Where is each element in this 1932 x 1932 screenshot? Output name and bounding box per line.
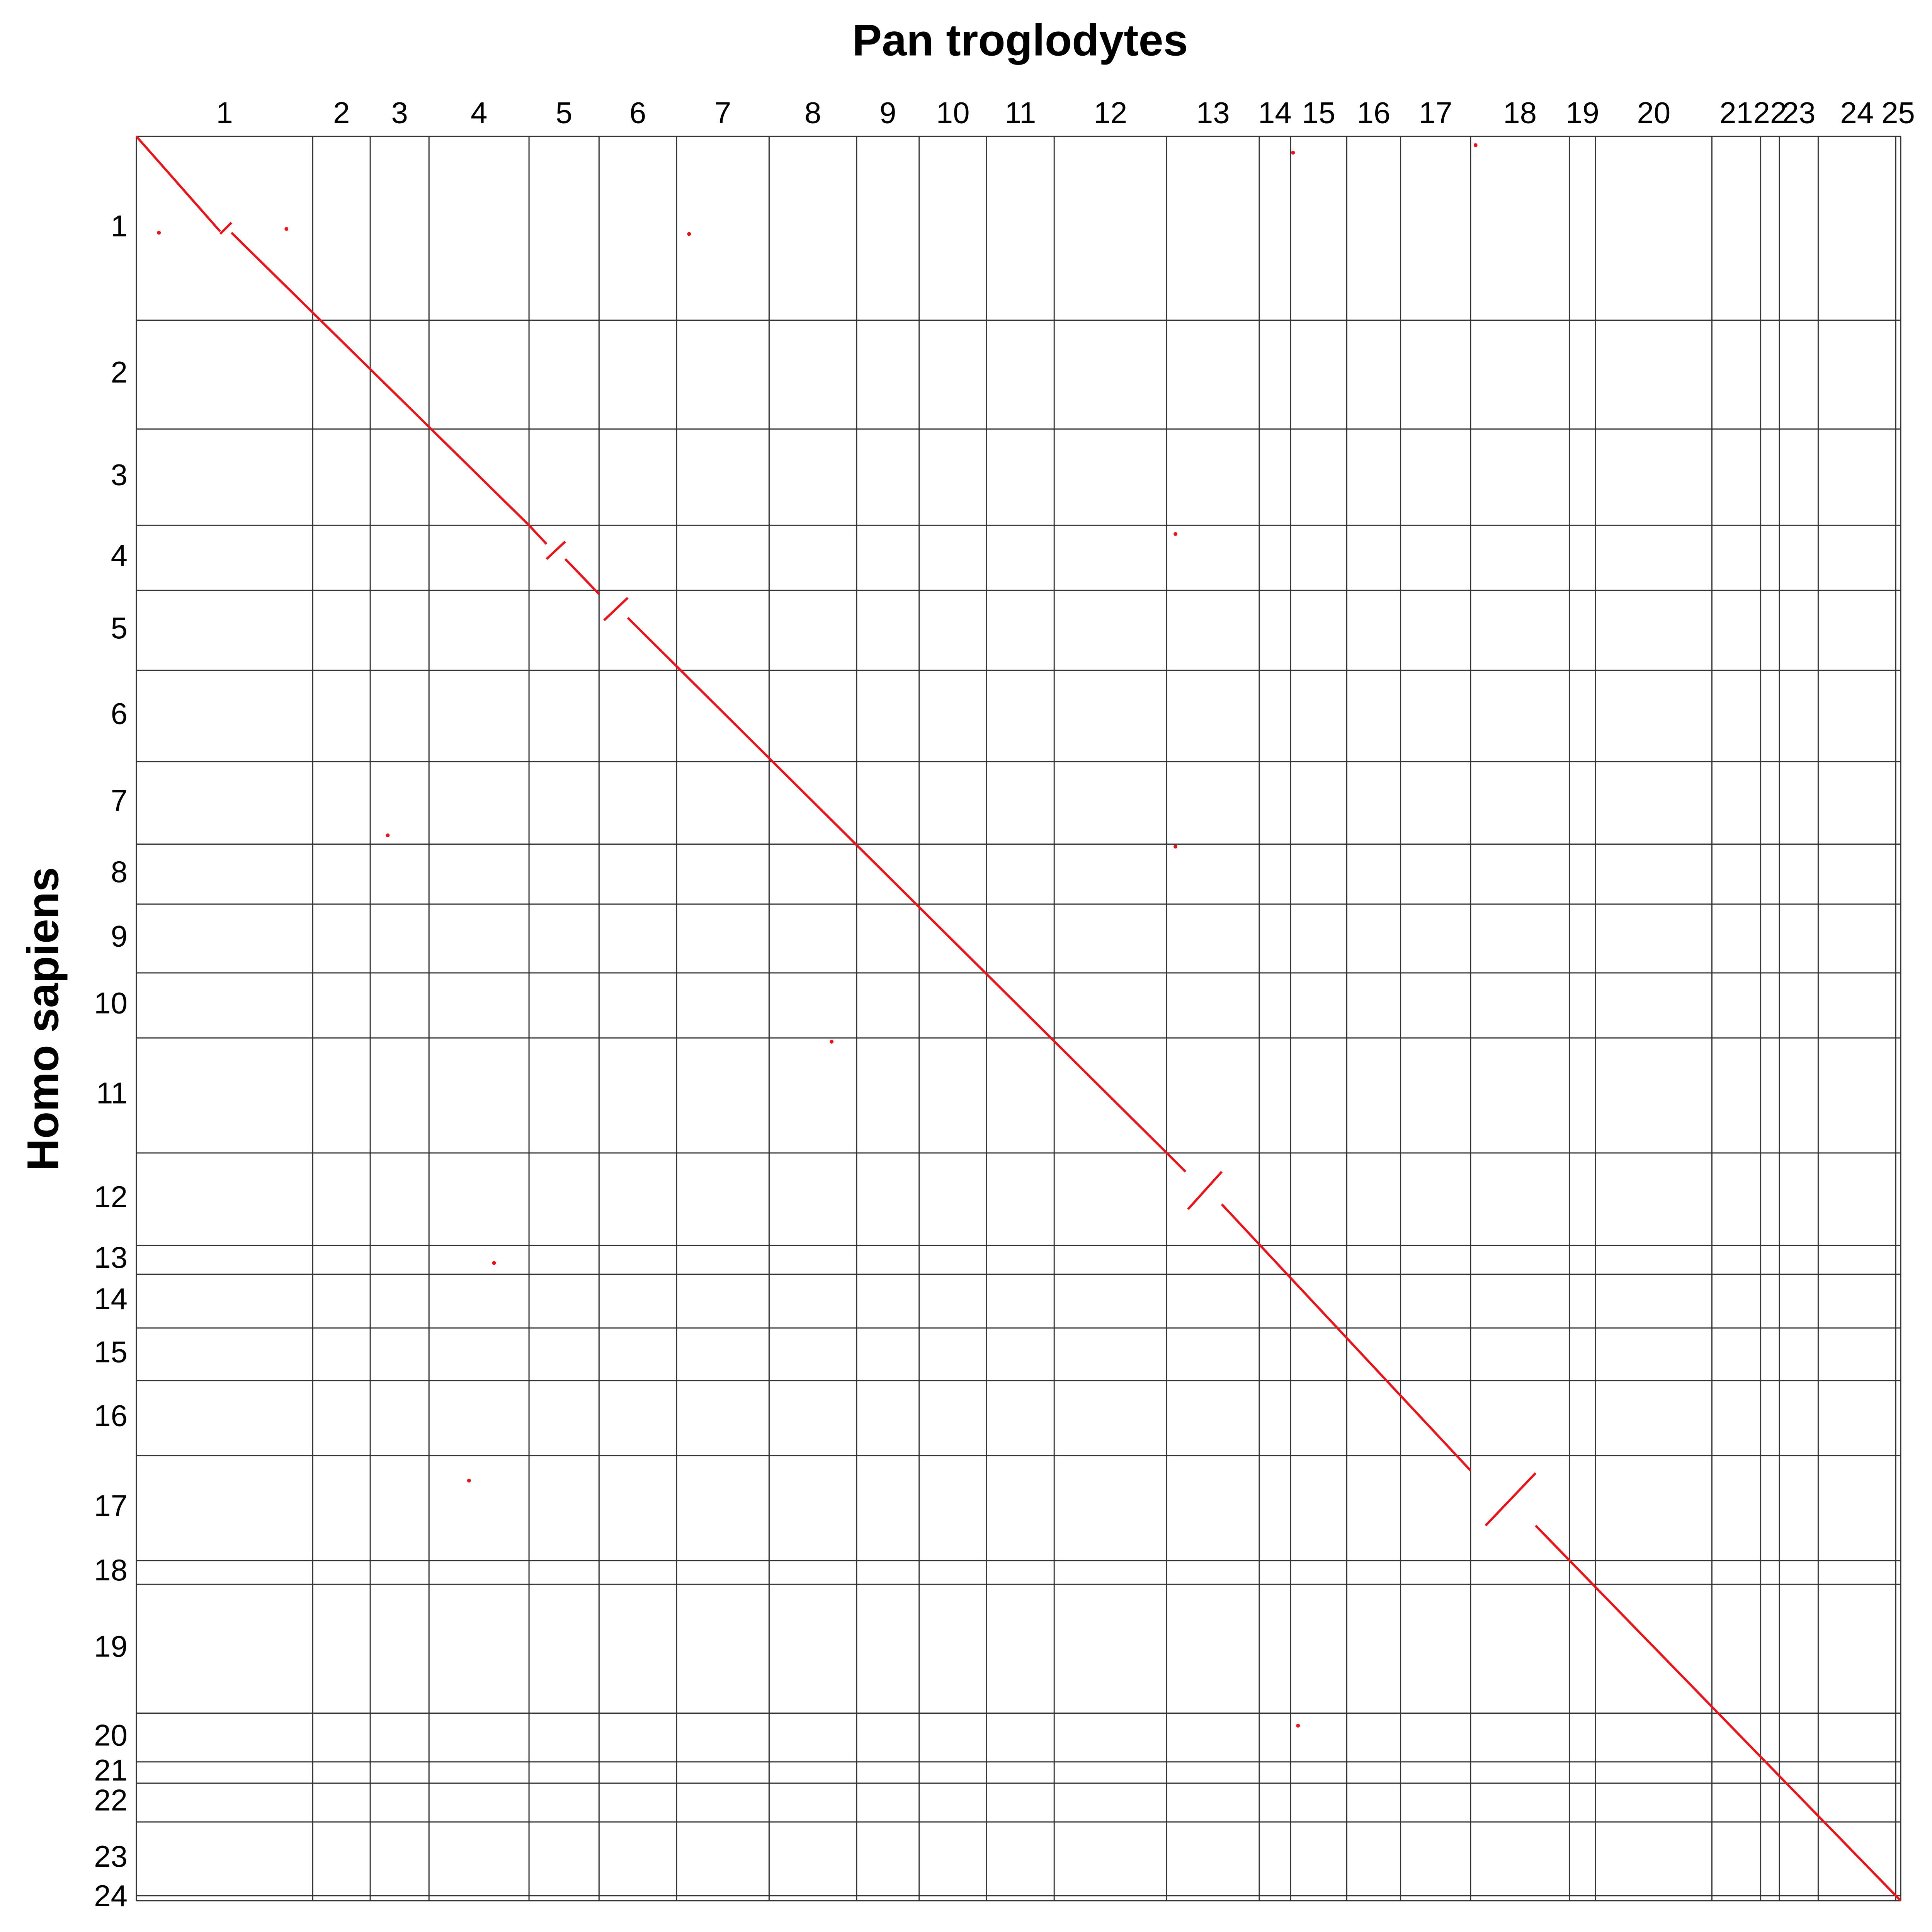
y-tick-label: 13	[94, 1240, 128, 1274]
x-tick-label: 25	[1881, 96, 1915, 130]
y-tick-label: 1	[111, 209, 128, 243]
x-tick-label: 18	[1503, 96, 1537, 130]
alignment-segment	[135, 136, 221, 232]
x-tick-label: 23	[1782, 96, 1816, 130]
y-tick-label: 6	[111, 696, 128, 730]
y-tick-label: 24	[94, 1879, 128, 1913]
x-tick-label: 15	[1302, 96, 1335, 130]
y-tick-label: 9	[111, 919, 128, 953]
y-tick-label: 22	[94, 1783, 128, 1817]
x-tick-label: 7	[714, 96, 731, 130]
y-tick-label: 4	[111, 538, 128, 572]
y-tick-label: 21	[94, 1753, 128, 1787]
alignment-segment	[564, 558, 600, 595]
x-tick-label: 2	[333, 96, 350, 130]
x-tick-label: 19	[1566, 96, 1599, 130]
y-axis-title: Homo sapiens	[18, 867, 68, 1171]
alignment-segment	[546, 541, 566, 560]
x-tick-label: 20	[1637, 96, 1671, 130]
alignment-segment	[1485, 1472, 1537, 1527]
x-tick-label: 13	[1196, 96, 1230, 130]
dot	[284, 227, 289, 231]
x-tick-label: 1	[216, 96, 233, 130]
x-tick-label: 14	[1258, 96, 1292, 130]
x-tick-label: 9	[879, 96, 896, 130]
x-tick-label: 24	[1840, 96, 1874, 130]
y-tick-label: 16	[94, 1399, 128, 1433]
x-tick-label: 8	[804, 96, 821, 130]
chart-title: Pan troglodytes	[852, 15, 1188, 65]
y-tick-label: 12	[94, 1180, 128, 1214]
x-tick-label: 12	[1094, 96, 1127, 130]
alignment-segment	[1166, 1152, 1187, 1173]
alignment-segment	[1221, 1203, 1472, 1471]
alignment-segment	[230, 232, 530, 526]
alignment-segment	[603, 597, 629, 621]
y-tick-label: 8	[111, 855, 128, 889]
x-tick-label: 6	[629, 96, 646, 130]
dot	[157, 231, 161, 235]
y-tick-label: 2	[111, 355, 128, 389]
y-tick-label: 14	[94, 1282, 128, 1316]
y-tick-label: 11	[96, 1076, 128, 1110]
y-tick-label: 18	[94, 1553, 128, 1587]
y-tick-label: 10	[94, 986, 128, 1020]
y-tick-label: 19	[94, 1629, 128, 1663]
x-tick-label: 22	[1753, 96, 1787, 130]
x-tick-label: 16	[1357, 96, 1391, 130]
dot	[467, 1478, 471, 1483]
alignment-segment	[528, 524, 548, 545]
y-tick-label: 23	[94, 1839, 128, 1873]
x-tick-label: 5	[556, 96, 572, 130]
y-tick-label: 7	[111, 783, 128, 817]
dot	[1173, 532, 1178, 536]
alignment-segment	[1534, 1525, 1902, 1902]
y-tick-label: 20	[94, 1718, 128, 1752]
x-tick-label: 17	[1419, 96, 1452, 130]
x-tick-label: 11	[1005, 96, 1036, 130]
dot	[830, 1039, 834, 1044]
dot	[1296, 1723, 1300, 1728]
alignment-segment	[219, 222, 233, 235]
y-tick-label: 5	[111, 611, 128, 645]
y-tick-label: 3	[111, 457, 128, 492]
x-tick-label: 4	[471, 96, 487, 130]
y-tick-label: 15	[94, 1335, 128, 1369]
dot	[1473, 143, 1478, 147]
dot	[1291, 151, 1295, 155]
alignment-segment	[627, 617, 1168, 1154]
y-tick-label: 17	[94, 1489, 128, 1523]
dot	[687, 232, 691, 236]
dot	[1173, 845, 1178, 849]
alignment-segment	[1187, 1171, 1223, 1210]
dot	[386, 833, 390, 837]
x-tick-label: 3	[391, 96, 408, 130]
x-tick-label: 21	[1719, 96, 1753, 130]
x-tick-label: 10	[936, 96, 970, 130]
dot	[492, 1261, 496, 1265]
